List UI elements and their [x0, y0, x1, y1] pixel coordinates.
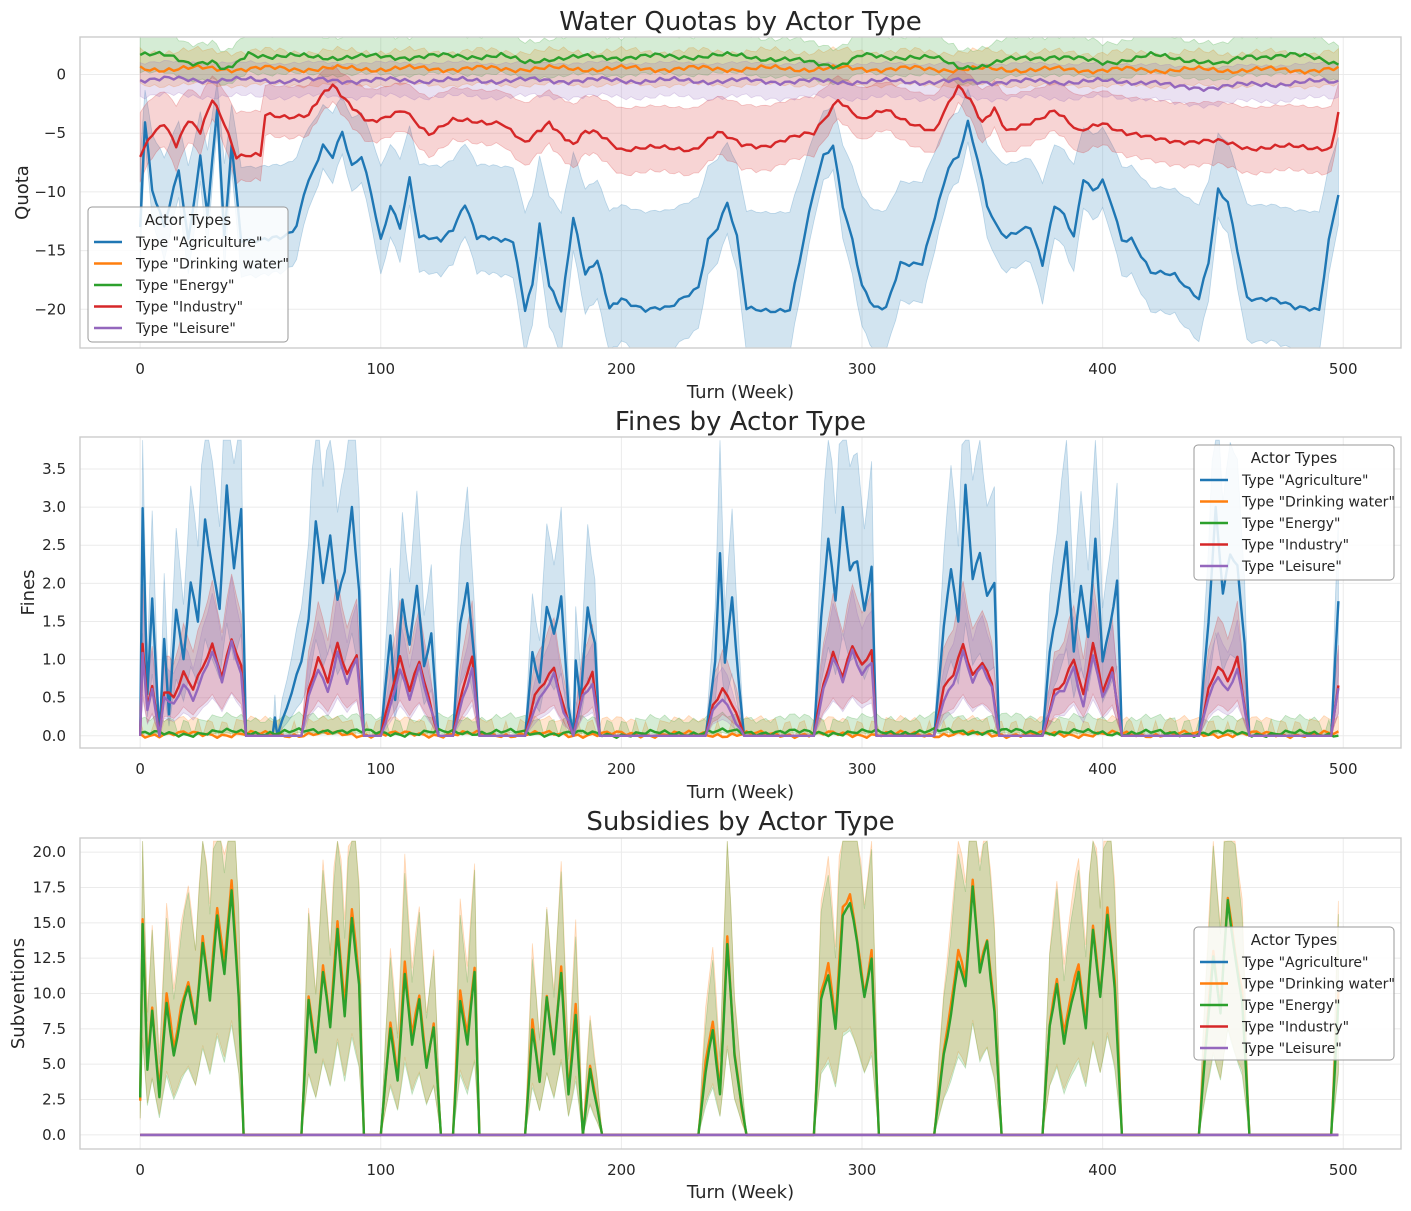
y-tick-label: 7.5: [42, 1020, 66, 1038]
y-tick-label: 1.5: [42, 612, 66, 630]
y-tick-label: 10.0: [33, 985, 66, 1003]
legend-entry-agriculture: Type "Agriculture": [1241, 955, 1368, 971]
x-axis-label: Turn (Week): [686, 382, 794, 403]
series-line-leisure: [139, 75, 1339, 93]
x-tick-label: 0: [135, 1161, 145, 1179]
y-tick-label: 2.5: [42, 1091, 66, 1109]
legend-entry-agriculture: Type "Agriculture": [135, 235, 262, 251]
legend-entry-energy: Type "Energy": [1241, 516, 1341, 532]
y-tick-label: 0: [56, 66, 66, 84]
x-tick-label: 300: [848, 360, 877, 378]
y-tick-label: 0.5: [42, 689, 66, 707]
legend-title: Actor Types: [1251, 449, 1338, 467]
band-industry: [139, 573, 1339, 738]
series-lines: [139, 483, 1340, 740]
y-tick-label: 2.5: [42, 536, 66, 554]
y-tick-label: 3.5: [42, 460, 66, 478]
chart-title: Water Quotas by Actor Type: [559, 7, 921, 37]
legend-entry-agriculture: Type "Agriculture": [1241, 473, 1368, 489]
y-tick-label: 3.0: [42, 498, 66, 516]
y-tick-label: −5: [44, 124, 66, 142]
band-leisure: [139, 576, 1339, 738]
y-tick-label: 0.0: [42, 727, 66, 745]
y-tick-label: −15: [34, 242, 66, 260]
x-axis-label: Turn (Week): [686, 782, 794, 803]
legend: Actor Types Type "Agriculture" Type "Drink…: [1193, 444, 1395, 581]
y-tick-label: 15.0: [33, 914, 66, 932]
axes-frame: [79, 36, 1402, 349]
legend-title: Actor Types: [145, 211, 232, 229]
series-line-energy: [139, 50, 1340, 71]
axes-frame: [79, 436, 1402, 749]
x-tick-label: 100: [366, 760, 395, 778]
series-line-energy: [139, 727, 1339, 739]
y-axis-label: Subventions: [8, 938, 29, 1049]
series-lines: [139, 50, 1340, 314]
series-line-leisure: [139, 639, 1340, 737]
x-tick-label: 0: [135, 360, 145, 378]
legend-box: [1193, 444, 1395, 581]
legend: Actor Types Type "Agriculture" Type "Drink…: [87, 206, 289, 343]
band-agriculture: [139, 81, 1339, 348]
legend-entry-drinking-water: Type "Drinking water": [1241, 977, 1395, 993]
legend-entry-energy: Type "Energy": [1241, 998, 1341, 1014]
axes-frame: [79, 837, 1402, 1150]
legend-entry-leisure: Type "Leisure": [1241, 559, 1342, 575]
chart-title: Fines by Actor Type: [615, 407, 866, 437]
x-tick-label: 500: [1329, 1161, 1358, 1179]
x-tick-label: 400: [1088, 1161, 1117, 1179]
legend-entry-industry: Type "Industry": [1241, 538, 1349, 554]
x-tick-label: 0: [135, 760, 145, 778]
y-axis-label: Fines: [18, 570, 39, 616]
y-tick-label: 2.0: [42, 574, 66, 592]
x-tick-label: 200: [607, 760, 636, 778]
x-tick-label: 300: [848, 1161, 877, 1179]
y-tick-label: 12.5: [33, 949, 66, 967]
fines-chart-panel: 0 100 200 300 400 500 0.0 0.5 1.0 1.5 2.0 2.5 3.0 3.5…: [18, 407, 1402, 803]
legend-entry-drinking-water: Type "Drinking water": [1241, 495, 1395, 511]
plot-area: [139, 439, 1340, 740]
legend-entry-drinking-water: Type "Drinking water": [135, 257, 289, 273]
series-line-agriculture: [139, 108, 1340, 314]
x-tick-label: 200: [607, 1161, 636, 1179]
y-tick-label: −10: [34, 183, 66, 201]
series-line-drinking-water: [139, 63, 1340, 75]
subsidies-chart-panel: 0 100 200 300 400 500 0.0 2.5 5.0 7.5 10.0 12.5 15.0…: [8, 807, 1402, 1203]
x-tick-label: 500: [1329, 760, 1358, 778]
y-axis-label: Quota: [12, 165, 33, 220]
x-tick-label: 100: [366, 360, 395, 378]
x-axis-label: Turn (Week): [686, 1182, 794, 1203]
series-lines: [139, 878, 1340, 1137]
x-tick-label: 500: [1329, 360, 1358, 378]
legend-entry-industry: Type "Industry": [135, 300, 243, 316]
legend-entry-energy: Type "Energy": [135, 278, 235, 294]
y-tick-label: 20.0: [33, 843, 66, 861]
plot-area: [139, 37, 1340, 348]
legend-title: Actor Types: [1251, 931, 1338, 949]
chart-title: Subsidies by Actor Type: [586, 807, 894, 837]
x-tick-label: 100: [366, 1161, 395, 1179]
band-industry: [139, 65, 1339, 185]
legend-entry-leisure: Type "Leisure": [1241, 1041, 1342, 1057]
y-tick-label: 5.0: [42, 1055, 66, 1073]
legend-box: [1193, 926, 1395, 1061]
legend: Actor Types Type "Agriculture" Type "Drink…: [1193, 926, 1395, 1061]
legend-box: [87, 206, 289, 343]
y-tick-label: 1.0: [42, 651, 66, 669]
y-tick-label: 17.5: [33, 878, 66, 896]
band-leisure: [139, 59, 1339, 109]
x-tick-label: 400: [1088, 360, 1117, 378]
series-line-industry: [139, 83, 1340, 160]
x-tick-label: 200: [607, 360, 636, 378]
quota-chart-panel: 0 100 200 300 400 500 0 −5 −10 −15 −20 Water Quotas…: [12, 7, 1402, 403]
y-tick-label: 0.0: [42, 1126, 66, 1144]
legend-entry-industry: Type "Industry": [1241, 1020, 1349, 1036]
legend-entry-leisure: Type "Leisure": [135, 321, 236, 337]
plot-area: [139, 839, 1340, 1137]
x-tick-label: 300: [848, 760, 877, 778]
x-tick-label: 400: [1088, 760, 1117, 778]
y-tick-label: −20: [34, 300, 66, 318]
